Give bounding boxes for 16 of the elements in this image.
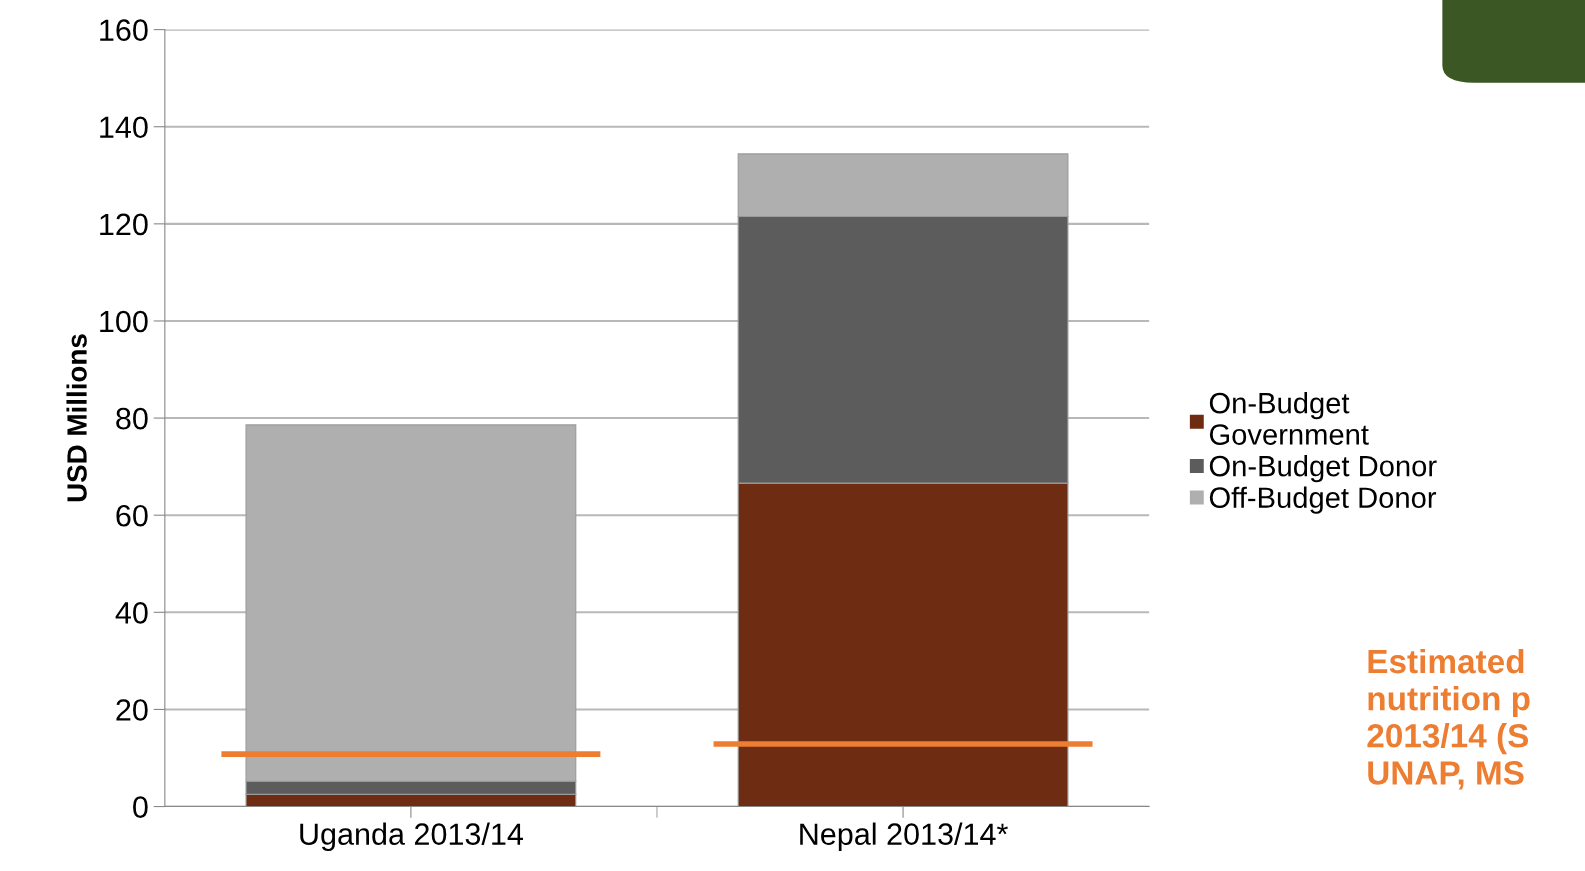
x-tick-label: Uganda 2013/14 <box>300 822 524 851</box>
x-tick-label: Nepal 2013/14* <box>800 822 1008 851</box>
y-tick-label: 80 <box>116 407 148 430</box>
legend-label: On-Budget Government <box>1209 392 1369 445</box>
y-tick-label: 100 <box>100 310 148 333</box>
y-axis-title: USD Millions <box>66 334 87 502</box>
y-tick-label: 140 <box>100 116 148 139</box>
y-tick-label: 0 <box>133 796 148 818</box>
y-tick-label: 160 <box>100 19 148 41</box>
legend-label: Off-Budget Donor <box>1209 486 1437 514</box>
y-tick-label: 20 <box>116 699 148 721</box>
y-tick-label: 40 <box>115 602 148 624</box>
y-tick-label: 60 <box>116 504 148 527</box>
y-tick-label: 120 <box>100 213 148 236</box>
text: Estimated nutrition p 2013/14 (S UNAP, MS <box>1367 648 1530 790</box>
legend-label: On-Budget Donor <box>1209 455 1437 483</box>
